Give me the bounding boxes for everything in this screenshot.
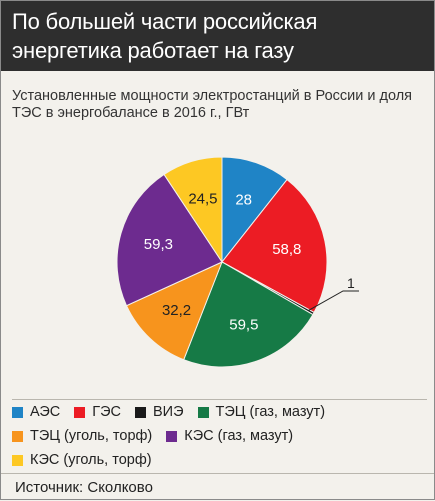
legend-item-виэ: ВИЭ [135,404,184,420]
slice-label-кэс-газ-мазут: 59,3 [144,236,173,253]
slice-label-аэс: 28 [235,192,252,209]
pie-slice-гэс [221,178,328,314]
pie-slice-тэц-уголь-торф [125,261,223,361]
page-title: По большей части российская энергетика р… [12,9,318,63]
pie-slice-аэс [221,156,288,264]
legend-item-кэс-газ-мазут: КЭС (газ, мазут) [166,428,293,444]
legend-swatch [197,406,209,418]
legend-label: КЭС (уголь, торф) [30,452,152,468]
legend-swatch [166,430,178,442]
legend-item-гэс: ГЭС [74,404,121,420]
legend-swatch [12,406,23,418]
source-bar: Источник: Сколково [1,473,434,500]
chart-legend: АЭС ГЭС ВИЭ ТЭЦ (газ, мазут) ТЭЦ (уголь, тор… [12,399,427,472]
legend-swatch [12,430,23,442]
legend-label: ТЭЦ (газ, мазут) [215,404,326,420]
legend-row: КЭС (уголь, торф) [12,448,427,472]
pie-slice-кэс-газ-мазут [116,173,223,307]
legend-label: ВИЭ [153,404,184,420]
legend-row: ТЭЦ (уголь, торф) КЭС (газ, мазут) [12,424,427,448]
legend-label: КЭС (газ, мазут) [184,428,294,444]
legend-swatch [12,454,23,466]
slice-label-тэц-уголь-торф: 32,2 [162,302,191,319]
slice-label-гэс: 58,8 [272,241,301,258]
slice-label-виэ: 1 [347,275,355,291]
legend-item-кэс-уголь-торф: КЭС (уголь, торф) [12,452,152,468]
legend-item-тэц-уголь-торф: ТЭЦ (уголь, торф) [12,428,152,444]
pie-slice-тэц-газ-мазут [183,261,314,368]
header-bar: По большей части российская энергетика р… [1,1,434,71]
leader-line-виэ [308,290,359,311]
pie-slice-кэс-уголь-торф [163,156,223,264]
slice-label-тэц-газ-мазут: 59,5 [229,316,258,333]
legend-row: АЭС ГЭС ВИЭ ТЭЦ (газ, мазут) [12,400,427,424]
source-note: Источник: Сколково [15,479,153,496]
legend-item-аэс: АЭС [12,404,60,420]
slice-label-кэс-уголь-торф: 24,5 [188,191,217,208]
legend-item-тэц-газ-мазут: ТЭЦ (газ, мазут) [197,404,326,420]
legend-label: АЭС [30,404,61,420]
legend-label: ГЭС [92,404,121,420]
chart-subtitle: Установленные мощности электростанций в … [12,88,413,121]
legend-label: ТЭЦ (уголь, торф) [30,428,153,444]
legend-swatch [135,406,146,418]
legend-swatch [74,406,86,418]
